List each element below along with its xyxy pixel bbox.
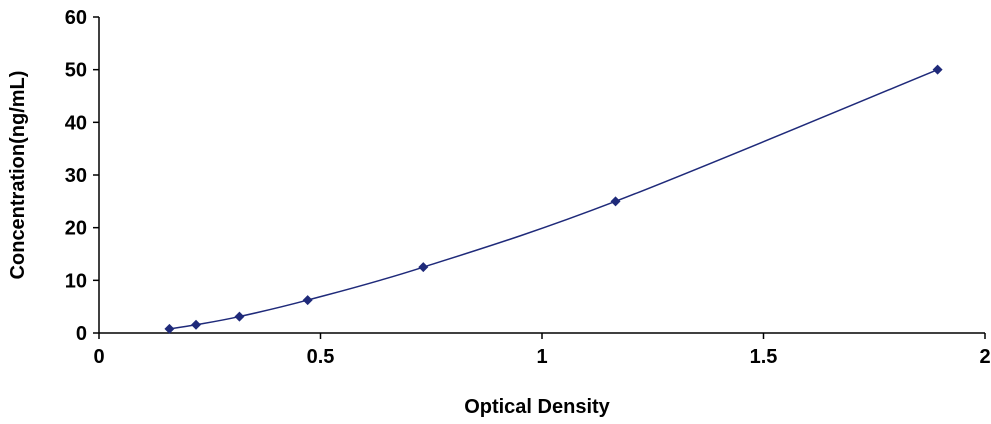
x-tick-label: 1 <box>536 346 547 368</box>
y-tick-label: 0 <box>76 323 87 345</box>
data-point <box>164 323 175 334</box>
x-tick-label: 2 <box>979 346 990 368</box>
data-point <box>932 64 943 75</box>
x-tick-label: 1.5 <box>750 346 778 368</box>
series-line <box>169 68 938 330</box>
data-point <box>302 295 313 306</box>
data-point <box>418 262 429 273</box>
x-tick-label: 0 <box>93 346 104 368</box>
y-tick-label: 50 <box>65 60 87 82</box>
data-point <box>234 311 245 322</box>
axes <box>93 16 986 339</box>
y-tick-label: 60 <box>65 7 87 29</box>
data-points <box>164 64 943 334</box>
y-tick-label: 40 <box>65 112 87 134</box>
y-tick-label: 20 <box>65 218 87 240</box>
data-point <box>610 196 621 207</box>
y-axis-title: Concentration(ng/mL) <box>7 71 29 280</box>
x-tick-label: 0.5 <box>307 346 335 368</box>
x-axis-title: Optical Density <box>464 396 610 418</box>
y-tick-label: 30 <box>65 165 87 187</box>
y-tick-label: 10 <box>65 270 87 292</box>
tick-labels: 0 10 20 30 40 50 60 0 0.5 1 1.5 2 <box>65 7 991 368</box>
data-point <box>191 319 202 330</box>
